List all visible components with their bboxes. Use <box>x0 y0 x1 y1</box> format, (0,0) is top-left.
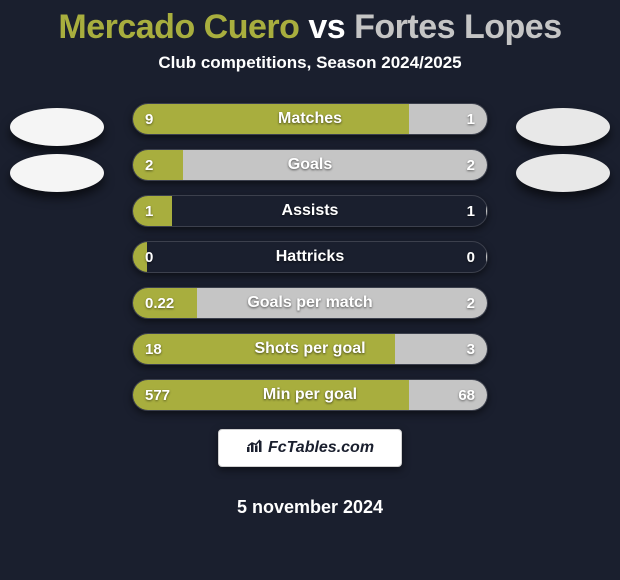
site-logo[interactable]: FcTables.com <box>218 429 402 467</box>
stat-bar-left <box>133 288 197 318</box>
stat-bar-left <box>133 150 183 180</box>
stat-label: Hattricks <box>133 242 487 272</box>
stat-bar-left <box>133 380 409 410</box>
comparison-card: Mercado Cuero vs Fortes Lopes Club compe… <box>0 0 620 580</box>
stat-bar-left <box>133 196 172 226</box>
subtitle: Club competitions, Season 2024/2025 <box>0 53 620 73</box>
player1-avatar-top <box>10 108 104 146</box>
stat-row: Min per goal57768 <box>132 379 488 411</box>
stats-block: Matches91 Goals22 Assists11 Hattricks00 Goal… <box>0 103 620 411</box>
comparison-title: Mercado Cuero vs Fortes Lopes <box>0 8 620 47</box>
stat-bar-right <box>486 242 487 272</box>
stat-bar-left <box>133 104 409 134</box>
stat-row: Goals22 <box>132 149 488 181</box>
stat-bar-left <box>133 242 147 272</box>
stat-row: Hattricks00 <box>132 241 488 273</box>
player2-avatar-top <box>516 108 610 146</box>
vs-text: vs <box>308 8 345 46</box>
stat-label: Assists <box>133 196 487 226</box>
stat-bar-right <box>183 150 487 180</box>
site-logo-text: FcTables.com <box>268 439 374 457</box>
stat-bar-right <box>409 104 487 134</box>
stat-bar-left <box>133 334 395 364</box>
player2-avatar-bottom <box>516 154 610 192</box>
stat-row: Assists11 <box>132 195 488 227</box>
stat-bar-right <box>486 196 487 226</box>
player2-name: Fortes Lopes <box>354 8 561 46</box>
stat-row: Shots per goal183 <box>132 333 488 365</box>
stat-bar-right <box>395 334 487 364</box>
stat-value-right: 0 <box>467 242 475 272</box>
stat-row: Matches91 <box>132 103 488 135</box>
stat-value-right: 1 <box>467 196 475 226</box>
player1-name: Mercado Cuero <box>58 8 299 46</box>
stat-bar-right <box>197 288 487 318</box>
footer-date: 5 november 2024 <box>0 497 620 518</box>
stat-bar-right <box>409 380 487 410</box>
player1-avatar-bottom <box>10 154 104 192</box>
chart-icon <box>246 439 264 458</box>
stat-row: Goals per match0.222 <box>132 287 488 319</box>
